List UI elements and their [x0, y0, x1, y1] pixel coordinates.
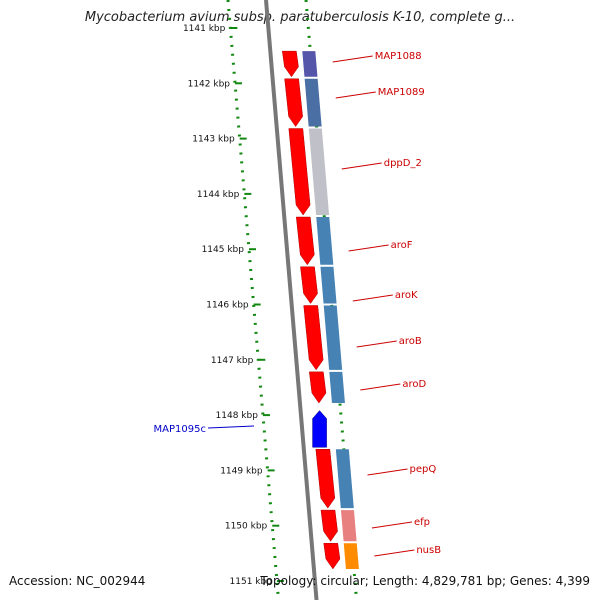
gene-arrow-arok[interactable] [300, 266, 318, 304]
gc-dots-left [226, 0, 281, 600]
leader-line-arof [348, 244, 389, 252]
feature-band-arok [320, 266, 337, 304]
gene-arrow-map1095c[interactable] [312, 410, 327, 448]
gene-label-arob[interactable]: aroB [399, 336, 422, 347]
leader-line-arob [356, 340, 397, 348]
gene-label-nusb[interactable]: nusB [416, 545, 441, 556]
feature-band-map1088 [302, 51, 318, 77]
gene-label-arof[interactable]: aroF [391, 240, 413, 251]
gene-arrow-arod[interactable] [309, 371, 327, 404]
gene-arrow-arob[interactable] [303, 305, 324, 371]
tick-label: 1141 kbp [183, 24, 226, 34]
feature-band-map1089 [304, 78, 322, 127]
leader-line-arok [352, 294, 393, 302]
leader-line-arod [360, 383, 401, 391]
leader-line-pepq [367, 468, 408, 476]
leader-line-map1095c [207, 425, 255, 429]
gene-label-map1089[interactable]: MAP1089 [378, 87, 425, 98]
gene-arrow-efp[interactable] [320, 509, 338, 542]
gene-labels: MAP1088 MAP1089 dppD_2 aroF aroK aroB aroD MAP1… [154, 51, 441, 557]
backbone-line [264, 0, 319, 600]
topology-text: Topology: circular; Length: 4,829,781 bp… [260, 574, 590, 588]
gene-arrow-pepq[interactable] [315, 449, 336, 509]
leader-line-nusb [374, 549, 415, 557]
tick-label: 1146 kbp [206, 301, 249, 311]
gene-label-efp[interactable]: efp [414, 517, 430, 528]
feature-bands [302, 51, 359, 569]
kbp-ruler: 1141 kbp 1142 kbp 1143 kbp 1144 kbp 1145 kbp… [183, 24, 284, 587]
feature-band-efp [340, 510, 357, 542]
tick-label: 1148 kbp [216, 411, 259, 421]
tick-label: 1151 kbp [230, 577, 273, 587]
tick-label: 1150 kbp [225, 522, 268, 532]
gene-arrows [282, 50, 341, 570]
feature-band-arof [316, 217, 334, 265]
gene-arrow-map1089[interactable] [284, 78, 303, 127]
feature-band-pepq [335, 449, 354, 509]
tick-label: 1145 kbp [202, 245, 245, 255]
tick-label: 1142 kbp [188, 79, 231, 89]
gene-arrow-map1088[interactable] [282, 50, 299, 78]
gene-label-arok[interactable]: aroK [395, 290, 418, 301]
leader-line-dppd-2 [341, 162, 382, 170]
leader-line-efp [371, 521, 413, 529]
gene-label-arod[interactable]: aroD [402, 379, 426, 390]
feature-band-arod [329, 371, 345, 404]
tick-label: 1147 kbp [211, 356, 254, 366]
map-title: Mycobacterium avium subsp. paratuberculo… [84, 10, 516, 25]
feature-band-dppd-2 [308, 128, 330, 216]
gene-arrow-nusb[interactable] [323, 543, 341, 570]
leader-line-map1088 [332, 55, 373, 63]
gene-label-pepq[interactable]: pepQ [409, 464, 436, 475]
gene-arrow-arof[interactable] [295, 216, 315, 266]
tick-label: 1149 kbp [220, 466, 263, 476]
gene-label-map1088[interactable]: MAP1088 [375, 51, 422, 62]
feature-band-arob [323, 305, 343, 370]
gene-label-map1095c[interactable]: MAP1095c [154, 424, 206, 435]
leader-line-map1089 [335, 91, 376, 99]
tick-label: 1144 kbp [197, 190, 240, 200]
gene-arrow-dppd-2[interactable] [288, 128, 311, 216]
accession-text: Accession: NC_002944 [9, 574, 146, 588]
feature-band-nusb [343, 543, 359, 569]
backbone-strand [264, 0, 319, 600]
gene-label-dppd-2[interactable]: dppD_2 [384, 158, 422, 169]
tick-label: 1143 kbp [192, 135, 235, 145]
